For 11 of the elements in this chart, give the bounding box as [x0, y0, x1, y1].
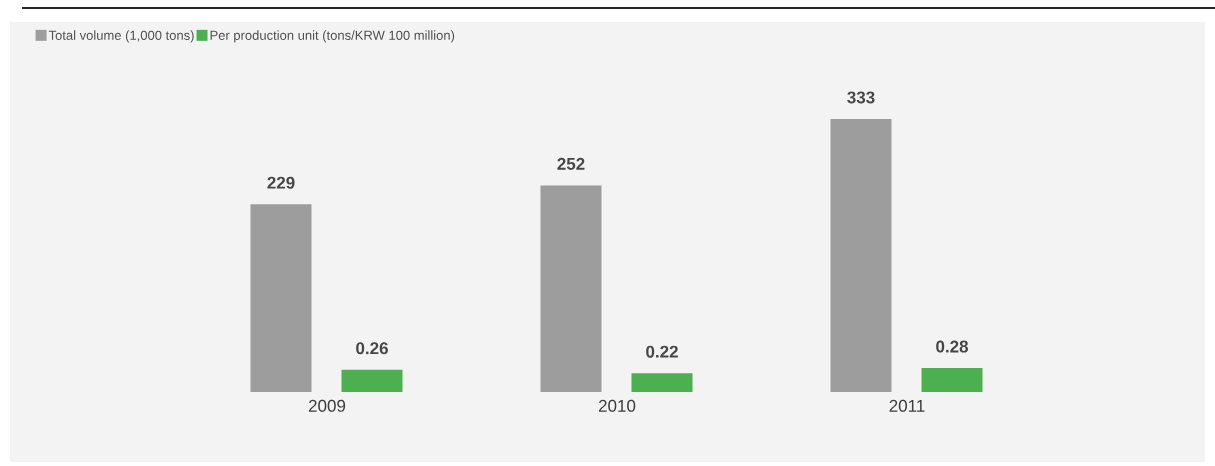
data-label: 229	[267, 176, 295, 189]
data-label: 333	[847, 91, 875, 104]
data-label: 0.22	[646, 345, 678, 358]
x-tick-label: 2011	[889, 399, 925, 412]
x-tick-label: 2010	[598, 399, 636, 412]
data-label: 252	[557, 157, 585, 170]
x-tick-label: 2009	[308, 399, 346, 412]
data-label: 0.28	[936, 340, 969, 353]
data-label: 0.26	[356, 342, 388, 355]
legend-label: Total volume (1,000 tons)	[48, 30, 194, 43]
legend-label: Per production unit (tons/KRW 100 million)	[210, 30, 455, 43]
